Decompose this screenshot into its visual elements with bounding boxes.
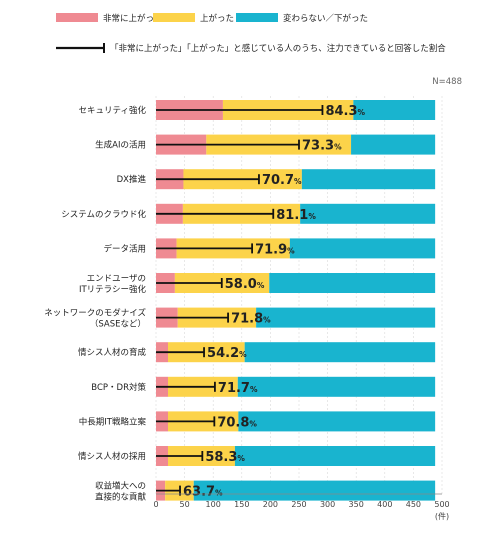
x-unit-label: (件) xyxy=(435,511,449,521)
percent-unit: % xyxy=(287,246,295,255)
legend-swatch xyxy=(153,13,195,22)
percent-unit: % xyxy=(239,350,247,359)
legend-label: 非常に上がった xyxy=(103,13,163,24)
x-tick-label: 500 xyxy=(434,500,449,509)
category-label: 直接的な貢献 xyxy=(95,492,147,503)
percent-label: 71.7% xyxy=(218,381,258,396)
category-label: 情シス人材の採用 xyxy=(78,451,146,462)
x-tick-label: 0 xyxy=(153,500,158,509)
bar-segment xyxy=(234,446,436,466)
x-tick-label: 300 xyxy=(320,500,335,509)
percent-label: 71.8% xyxy=(231,312,271,327)
grid-lines xyxy=(155,96,443,494)
x-tick-label: 350 xyxy=(349,500,364,509)
percent-unit: % xyxy=(215,489,223,498)
legend-label: 上がった xyxy=(200,13,234,24)
bar-group xyxy=(156,100,436,501)
percent-label: 70.7% xyxy=(262,173,302,188)
bar-segment xyxy=(300,203,436,224)
category-label: エンドユーザの xyxy=(87,274,146,284)
legend-line-label: 「非常に上がった」「上がった」と感じている人のうち、注力できていると回答した割合 xyxy=(110,43,446,54)
category-label: （SASEなど） xyxy=(90,319,146,330)
category-label: ITリテラシー強化 xyxy=(79,284,147,295)
legend-swatch xyxy=(236,13,278,22)
category-label: DX推進 xyxy=(117,174,147,185)
bar-segment xyxy=(289,238,436,259)
category-label: 情シス人材の育成 xyxy=(78,347,147,358)
sample-size-label: N=488 xyxy=(432,77,462,87)
percent-label: 81.1% xyxy=(276,208,316,223)
legend-label: 変わらない／下がった xyxy=(283,13,368,24)
x-tick-label: 150 xyxy=(234,500,249,509)
bar-segment xyxy=(351,134,436,155)
category-label: 収益増大への xyxy=(95,481,146,492)
percent-labels: 84.3% 73.3% 70.7% 81.1% 71.9% 58.0% 71.8% 54.2%… xyxy=(183,104,366,500)
percent-unit: % xyxy=(334,143,342,152)
x-tick-label: 400 xyxy=(377,500,392,509)
category-label: ネットワークのモダナイズ xyxy=(44,308,146,319)
percent-label: 84.3% xyxy=(325,104,365,119)
bar-segment xyxy=(193,480,436,501)
bar-segment xyxy=(269,273,436,293)
bar-segment xyxy=(238,411,436,432)
x-tick-label: 200 xyxy=(263,500,278,509)
percent-unit: % xyxy=(358,108,366,117)
legend-swatch xyxy=(56,13,98,22)
x-tick-label: 50 xyxy=(180,500,190,509)
bar-segment xyxy=(353,100,436,120)
x-tick-label: 100 xyxy=(206,500,221,509)
category-label: BCP・DR対策 xyxy=(91,382,146,393)
bar-segment xyxy=(237,376,436,397)
percent-label: 58.3% xyxy=(205,450,245,465)
percent-label: 71.9% xyxy=(255,242,295,257)
percent-unit: % xyxy=(263,316,271,325)
focus-markers xyxy=(156,105,324,496)
x-tick-label: 450 xyxy=(406,500,421,509)
percent-label: 63.7% xyxy=(183,485,223,500)
category-label: セキュリティ強化 xyxy=(79,105,147,116)
x-axis: 0 50 100 150 200 250 300 350 400 450 500 (件) xyxy=(153,493,450,521)
bar-segment xyxy=(256,307,436,328)
percent-unit: % xyxy=(308,212,316,221)
bar-segment xyxy=(244,342,436,363)
percent-label: 70.8% xyxy=(217,415,257,430)
x-tick-label: 250 xyxy=(291,500,306,509)
category-label: システムのクラウド化 xyxy=(61,209,146,220)
percent-unit: % xyxy=(249,419,257,428)
percent-label: 54.2% xyxy=(207,346,247,361)
legend: 非常に上がった 上がった 変わらない／下がった「非常に上がった」「上がった」と感じて… xyxy=(56,13,446,54)
bar-segment xyxy=(168,342,245,363)
category-label: 中長期IT戦略立案 xyxy=(79,416,147,427)
percent-label: 73.3% xyxy=(302,139,342,154)
percent-unit: % xyxy=(294,177,302,186)
percent-unit: % xyxy=(237,454,245,463)
bar-segment xyxy=(301,169,436,190)
percent-label: 58.0% xyxy=(225,277,265,292)
category-label: 生成AIの活用 xyxy=(95,140,146,151)
category-label: データ活用 xyxy=(103,243,146,254)
percent-unit: % xyxy=(257,281,265,290)
percent-unit: % xyxy=(250,385,258,394)
